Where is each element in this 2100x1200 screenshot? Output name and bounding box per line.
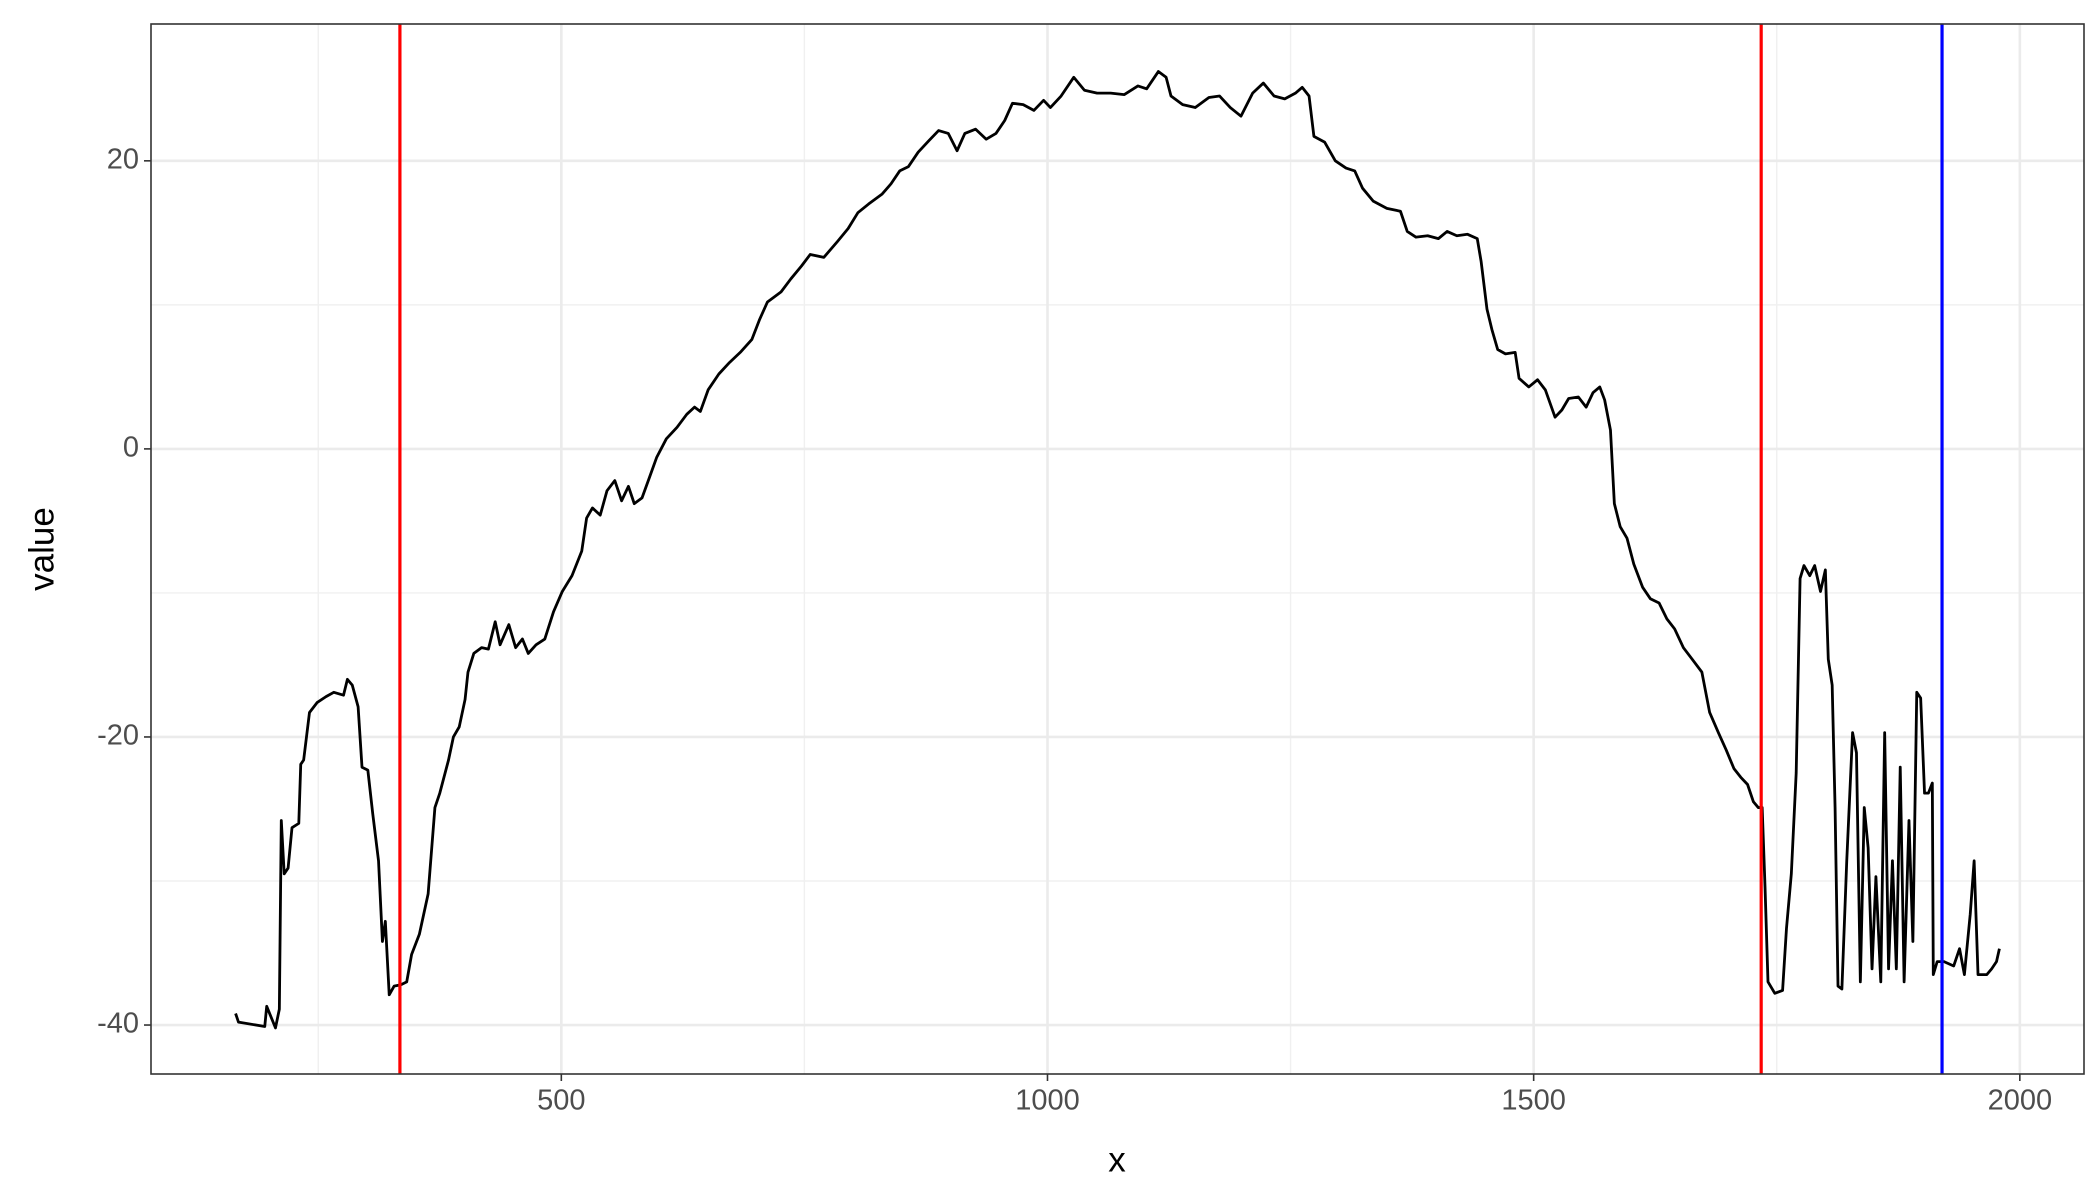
x-axis-title: x [1108, 1140, 1126, 1179]
x-tick-label: 1000 [1015, 1085, 1080, 1117]
panel-border [150, 23, 2085, 1075]
y-tick-label: 0 [123, 432, 139, 464]
x-tick-label: 1500 [1501, 1085, 1566, 1117]
y-tick-label: -40 [97, 1008, 139, 1040]
y-axis-title: value [22, 507, 61, 591]
x-tick-label: 500 [537, 1085, 585, 1117]
y-tick-label: 20 [107, 143, 139, 175]
x-tick-label: 2000 [1988, 1085, 2053, 1117]
data-line [234, 70, 2001, 1030]
marks [234, 24, 2001, 1074]
y-tick-label: -20 [97, 720, 139, 752]
